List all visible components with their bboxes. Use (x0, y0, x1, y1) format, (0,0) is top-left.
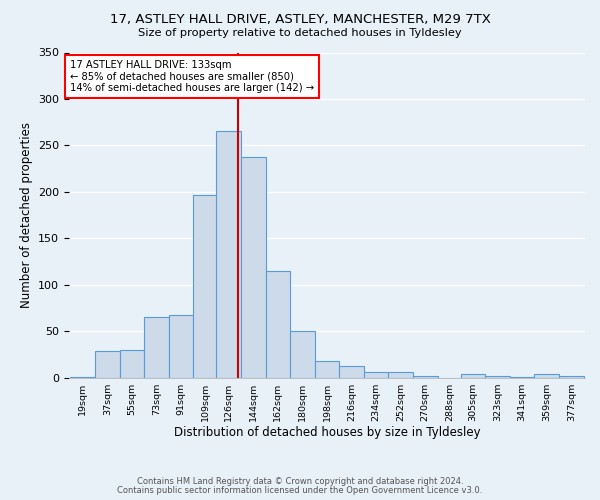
Bar (169, 316, 193, 378)
Bar (510, 376, 535, 378)
Bar (144, 317, 169, 378)
Bar (559, 376, 584, 378)
Bar (315, 361, 339, 378)
Bar (70, 376, 95, 378)
Bar (461, 374, 485, 378)
Text: 17 ASTLEY HALL DRIVE: 133sqm
← 85% of detached houses are smaller (850)
14% of s: 17 ASTLEY HALL DRIVE: 133sqm ← 85% of de… (70, 60, 314, 93)
Bar (388, 372, 413, 378)
Bar (119, 350, 144, 378)
Text: 17, ASTLEY HALL DRIVE, ASTLEY, MANCHESTER, M29 7TX: 17, ASTLEY HALL DRIVE, ASTLEY, MANCHESTE… (110, 12, 490, 26)
Text: Contains HM Land Registry data © Crown copyright and database right 2024.: Contains HM Land Registry data © Crown c… (137, 477, 463, 486)
X-axis label: Distribution of detached houses by size in Tyldesley: Distribution of detached houses by size … (173, 426, 481, 440)
Bar (217, 132, 241, 378)
Bar (364, 372, 388, 378)
Bar (241, 156, 266, 378)
Text: Contains public sector information licensed under the Open Government Licence v3: Contains public sector information licen… (118, 486, 482, 495)
Bar (95, 350, 119, 378)
Bar (266, 270, 290, 378)
Bar (290, 331, 315, 378)
Bar (413, 376, 437, 378)
Bar (339, 366, 364, 378)
Text: Size of property relative to detached houses in Tyldesley: Size of property relative to detached ho… (138, 28, 462, 38)
Bar (193, 194, 218, 378)
Y-axis label: Number of detached properties: Number of detached properties (20, 122, 32, 308)
Bar (535, 374, 559, 378)
Bar (485, 376, 510, 378)
